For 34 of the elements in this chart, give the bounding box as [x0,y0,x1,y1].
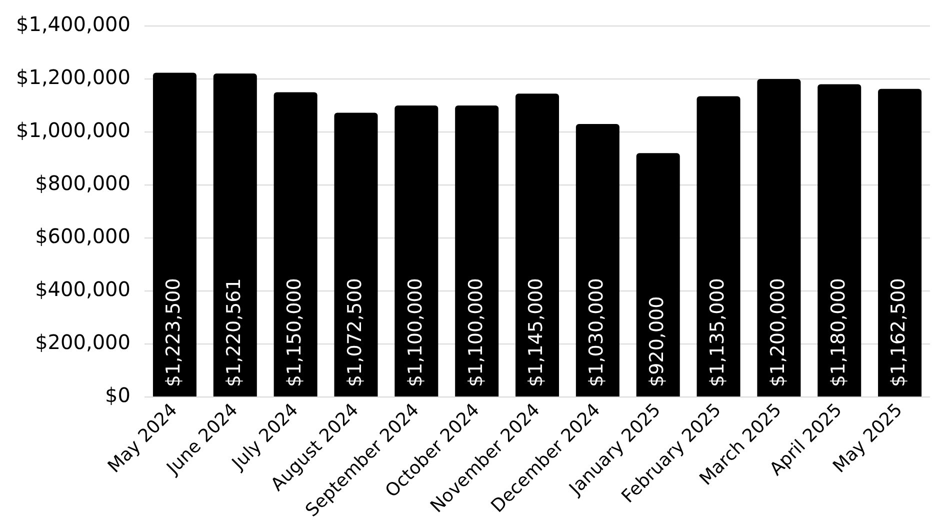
bar [818,84,862,396]
y-tick-label: $1,000,000 [16,118,131,142]
data-label: $1,200,000 [766,278,789,387]
y-tick-label: $200,000 [35,330,131,354]
data-label: $1,220,561 [223,278,246,387]
data-label: $1,162,500 [888,278,910,387]
bar [636,153,680,396]
data-label: $1,100,000 [404,278,426,387]
bar [878,88,922,396]
bar [334,112,378,396]
data-label: $1,135,000 [706,278,728,387]
bar [516,94,560,396]
data-label: $1,145,000 [525,278,548,387]
y-tick-label: $1,200,000 [16,65,131,90]
data-label: $1,030,000 [586,278,608,387]
bar [152,72,196,396]
y-tick-label: $400,000 [35,277,131,302]
y-tick-label: $1,400,000 [16,12,131,36]
bar [757,78,801,396]
data-label: $1,180,000 [827,278,850,387]
data-label: $1,072,500 [344,278,366,387]
bar [394,105,438,396]
y-tick-label: $800,000 [35,171,131,196]
y-tick-label: $600,000 [35,224,131,248]
data-label: $920,000 [646,296,668,387]
y-tick-label: $0 [105,383,131,408]
data-label: $1,223,500 [162,278,185,387]
bar [696,96,740,396]
data-label: $1,150,000 [284,278,306,387]
bar [274,92,318,396]
data-label: $1,100,000 [464,278,487,387]
bar [213,74,257,396]
bar [455,105,499,396]
bar [576,124,620,396]
